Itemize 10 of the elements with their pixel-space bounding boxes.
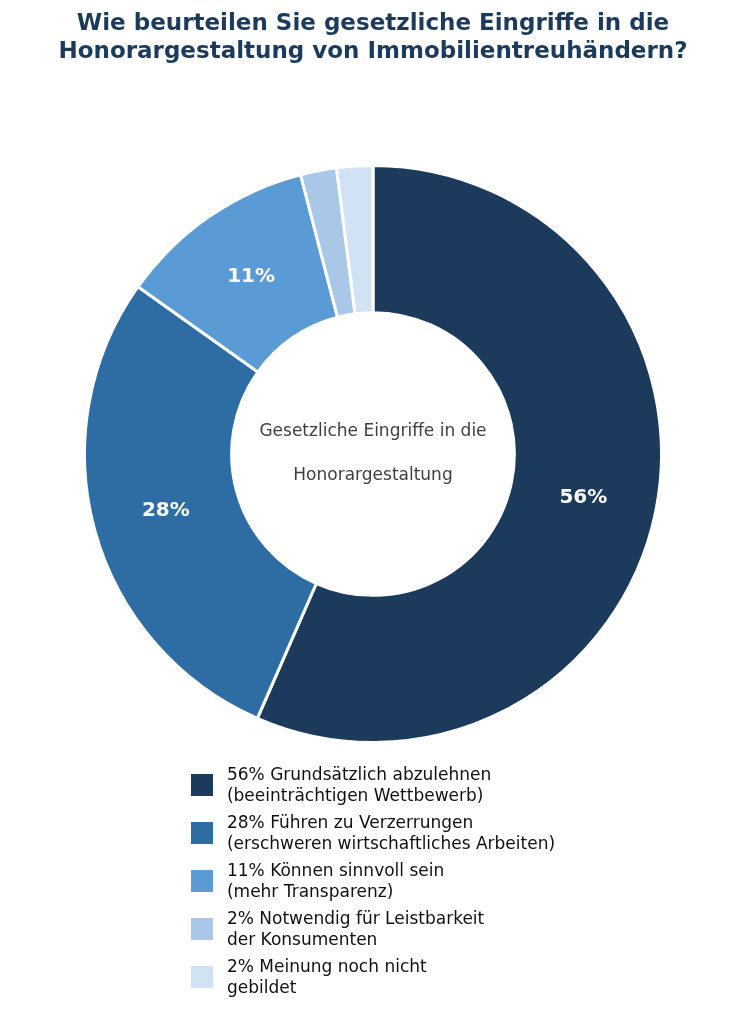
legend-label: 56% Grundsätzlich abzulehnen (beeinträchtigen Wettbewerb) [226,764,492,806]
legend-label: 2% Notwendig für Leistbarkeit der Konsumenten [226,908,485,950]
text: Gesetzliche Eingriffe in die Honorargestaltung [259,420,487,485]
legend-label: 2% Meinung noch nicht gebildet [226,956,427,998]
legend-label: 28% Führen zu Verzerrungen (erschweren wirtschaftliches Arbeiten) [226,812,556,854]
data-label: 11% [227,263,276,288]
chart-title: Wie beurteilen Sie gesetzliche Eingriffe in die Honorargestaltung von Immobilientreuhändern? [57,8,689,64]
data-label: 56% [559,484,608,509]
legend-label: 11% Können sinnvoll sein (mehr Transparenz) [226,860,445,902]
data-label: 28% [141,497,190,522]
